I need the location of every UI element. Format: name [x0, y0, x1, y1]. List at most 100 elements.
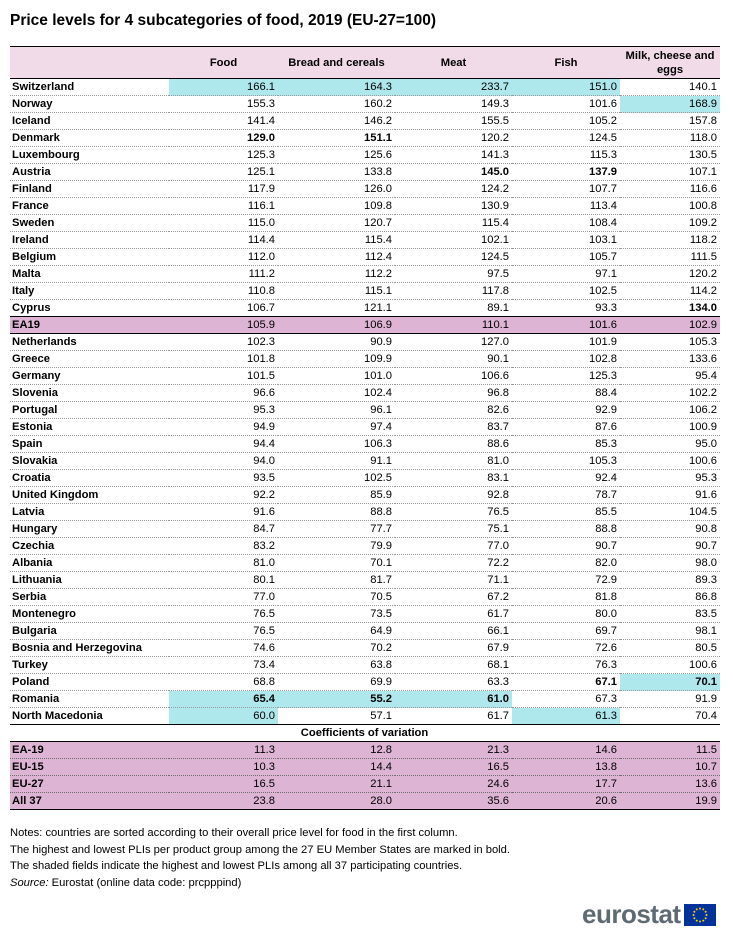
table-cell: 102.1: [395, 231, 512, 249]
row-label: Norway: [10, 95, 169, 113]
table-cell: 81.0: [395, 452, 512, 470]
table-row: Hungary 84.7 77.7 75.1 88.8 90.8: [10, 520, 720, 538]
table-cell: 70.5: [278, 588, 395, 606]
chart-title: Price levels for 4 subcategories of food…: [10, 12, 436, 29]
table-row: Italy 110.8 115.1 117.8 102.5 114.2: [10, 282, 720, 300]
table-cell: 100.8: [620, 197, 720, 215]
table-cell: 164.3: [278, 78, 395, 96]
table-cell: 67.3: [512, 690, 620, 708]
table-cell: 111.5: [620, 248, 720, 266]
table-cell: 155.5: [395, 112, 512, 130]
table-cell: 124.5: [512, 129, 620, 147]
row-label: United Kingdom: [10, 486, 169, 504]
row-label: Portugal: [10, 401, 169, 419]
row-label: Italy: [10, 282, 169, 300]
table-cell: 73.5: [278, 605, 395, 623]
table-row: Latvia 91.6 88.8 76.5 85.5 104.5: [10, 503, 720, 521]
table-cell: 80.5: [620, 639, 720, 657]
table-cell: 133.8: [278, 163, 395, 181]
table-cell: 88.4: [512, 384, 620, 402]
table-cell: 20.6: [512, 792, 620, 810]
table-cell: 97.1: [512, 265, 620, 283]
source-label: Source:: [10, 876, 49, 889]
cv-row: EU-15 10.3 14.4 16.5 13.8 10.7: [10, 758, 720, 776]
table-cell: 85.9: [278, 486, 395, 504]
table-cell: 133.6: [620, 350, 720, 368]
table-cell: 98.0: [620, 554, 720, 572]
table-cell: 72.2: [395, 554, 512, 572]
table-cell: 28.0: [278, 792, 395, 810]
row-label: EA19: [10, 316, 169, 334]
table-row: Austria 125.1 133.8 145.0 137.9 107.1: [10, 163, 720, 181]
column-header: Bread and cereals: [278, 46, 395, 79]
row-label: Turkey: [10, 656, 169, 674]
table-cell: 91.1: [278, 452, 395, 470]
table-cell: 141.4: [169, 112, 278, 130]
table-cell: 115.3: [512, 146, 620, 164]
table-row: Albania 81.0 70.1 72.2 82.0 98.0: [10, 554, 720, 572]
table-body: Switzerland 166.1 164.3 233.7 151.0 140.1 Norw…: [10, 78, 720, 810]
table-cell: 120.7: [278, 214, 395, 232]
table-cell: 90.7: [620, 537, 720, 555]
table-cell: 106.6: [395, 367, 512, 385]
table-cell: 80.0: [512, 605, 620, 623]
row-label: Malta: [10, 265, 169, 283]
note-line: The highest and lowest PLIs per product …: [10, 843, 510, 856]
table-cell: 10.7: [620, 758, 720, 776]
table-cell: 91.6: [620, 486, 720, 504]
table-cell: 124.5: [395, 248, 512, 266]
table-row: Switzerland 166.1 164.3 233.7 151.0 140.1: [10, 78, 720, 96]
table-cell: 125.6: [278, 146, 395, 164]
table-cell: 121.1: [278, 299, 395, 317]
table-cell: 100.6: [620, 656, 720, 674]
column-header: [10, 46, 169, 79]
table-cell: 88.8: [278, 503, 395, 521]
table-cell: 82.6: [395, 401, 512, 419]
logo-text: eurostat: [582, 899, 681, 929]
table-cell: 72.6: [512, 639, 620, 657]
table-cell: 77.0: [395, 537, 512, 555]
table-cell: 98.1: [620, 622, 720, 640]
table-cell: 115.1: [278, 282, 395, 300]
table-cell: 106.9: [278, 316, 395, 334]
table-cell: 66.1: [395, 622, 512, 640]
table-row: Estonia 94.9 97.4 83.7 87.6 100.9: [10, 418, 720, 436]
table-cell: 151.0: [512, 78, 620, 96]
table-cell: 67.2: [395, 588, 512, 606]
table-cell: 101.0: [278, 367, 395, 385]
table-cell: 90.1: [395, 350, 512, 368]
table-cell: 114.4: [169, 231, 278, 249]
table-cell: 65.4: [169, 690, 278, 708]
table-row: Iceland 141.4 146.2 155.5 105.2 157.8: [10, 112, 720, 130]
table-row: Belgium 112.0 112.4 124.5 105.7 111.5: [10, 248, 720, 266]
table-cell: 102.9: [620, 316, 720, 334]
table-cell: 19.9: [620, 792, 720, 810]
table-cell: 103.1: [512, 231, 620, 249]
row-label: Denmark: [10, 129, 169, 147]
table-row: Sweden 115.0 120.7 115.4 108.4 109.2: [10, 214, 720, 232]
table-cell: 115.4: [278, 231, 395, 249]
eu-flag-icon: [683, 903, 716, 926]
table-cell: 125.1: [169, 163, 278, 181]
table-cell: 90.7: [512, 537, 620, 555]
table-cell: 93.5: [169, 469, 278, 487]
table-cell: 140.1: [620, 78, 720, 96]
row-label: Netherlands: [10, 333, 169, 351]
table-cell: 137.9: [512, 163, 620, 181]
table-cell: 118.0: [620, 129, 720, 147]
table-cell: 92.8: [395, 486, 512, 504]
table-row: Slovenia 96.6 102.4 96.8 88.4 102.2: [10, 384, 720, 402]
note-line: Notes: countries are sorted according to…: [10, 827, 458, 839]
table-cell: 124.2: [395, 180, 512, 198]
row-label: Czechia: [10, 537, 169, 555]
table-cell: 102.2: [620, 384, 720, 402]
column-header: Meat: [395, 46, 512, 79]
flag-star: [692, 913, 695, 916]
table-cell: 102.3: [169, 333, 278, 351]
row-label: Spain: [10, 435, 169, 453]
table-cell: 85.3: [512, 435, 620, 453]
row-label: Switzerland: [10, 78, 169, 96]
table-cell: 63.8: [278, 656, 395, 674]
row-label: Germany: [10, 367, 169, 385]
table-row: Bosnia and Herzegovina 74.6 70.2 67.9 72.6 80…: [10, 639, 720, 657]
